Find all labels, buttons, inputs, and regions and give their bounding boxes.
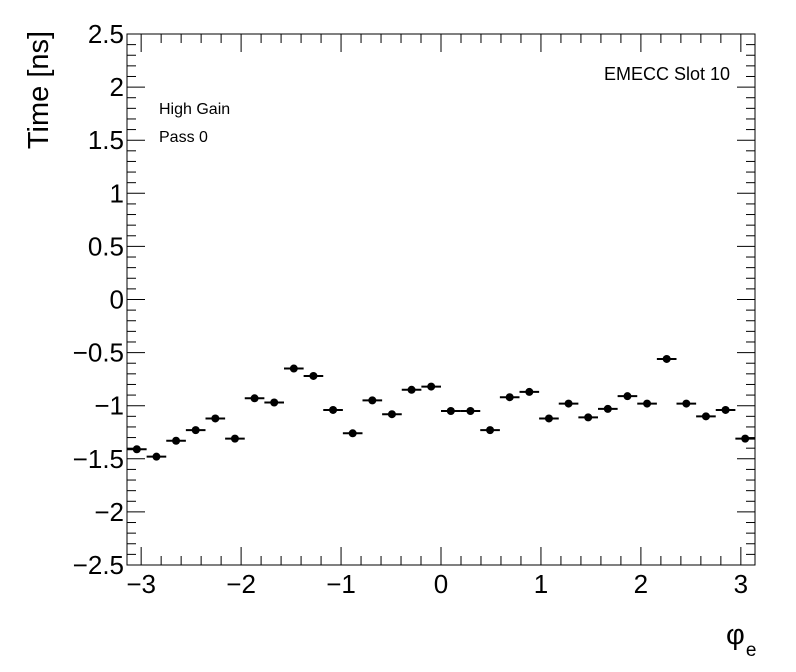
data-point [329, 405, 338, 414]
x-tick-label: 0 [434, 569, 448, 599]
data-point [701, 412, 710, 421]
data-point [525, 387, 534, 396]
data-point [466, 407, 475, 416]
data-point [564, 399, 573, 408]
y-tick-label: −2.5 [73, 550, 124, 580]
slot-annotation: EMECC Slot 10 [604, 64, 730, 84]
data-point [368, 396, 377, 405]
gain-annotation: High Gain [159, 101, 230, 118]
data-point [289, 364, 298, 373]
x-axis-title-main: φ [726, 619, 745, 651]
y-axis-title: Time [ns] [23, 31, 55, 149]
data-point [427, 382, 436, 391]
data-point [682, 399, 691, 408]
data-point [721, 405, 730, 414]
data-point [446, 407, 455, 416]
data-point [662, 354, 671, 363]
data-point [544, 414, 553, 423]
data-point [191, 426, 200, 435]
y-tick-label: 1 [110, 178, 124, 208]
data-point [486, 426, 495, 435]
data-series [127, 354, 755, 461]
y-tick-label: 1.5 [88, 125, 124, 155]
x-tick-label: 3 [734, 569, 748, 599]
data-point [172, 436, 181, 445]
y-tick-label: −1 [94, 391, 124, 421]
data-point [250, 394, 259, 403]
data-point [387, 410, 396, 419]
y-tick-label: 2 [110, 72, 124, 102]
data-point [211, 414, 220, 423]
data-point [132, 445, 141, 454]
data-point [270, 398, 279, 407]
data-point [348, 429, 357, 438]
y-tick-label: −1.5 [73, 444, 124, 474]
x-tick-label: −3 [126, 569, 156, 599]
tick-labels: −2.5 −2 −1.5 −1 −0.5 0 0.5 1 1.5 2 2.5 −3 −2 −1 0 1 2 3 [73, 19, 748, 599]
data-point [407, 385, 416, 394]
data-point [309, 371, 318, 380]
x-tick-label: −1 [326, 569, 356, 599]
x-tick-label: 2 [634, 569, 648, 599]
data-point [152, 452, 161, 461]
data-point [505, 393, 514, 402]
x-axis-title-subscript: e [746, 640, 757, 661]
x-tick-label: −2 [226, 569, 256, 599]
x-tick-label: 1 [534, 569, 548, 599]
y-tick-label: −2 [94, 497, 124, 527]
y-tick-label: −0.5 [73, 338, 124, 368]
axis-ticks [127, 33, 755, 566]
y-tick-label: 0.5 [88, 231, 124, 261]
data-point [623, 392, 632, 401]
data-point [584, 413, 593, 422]
y-tick-label: 0 [110, 285, 124, 315]
pass-annotation: Pass 0 [159, 129, 208, 146]
data-point [741, 434, 750, 443]
y-tick-label: 2.5 [88, 19, 124, 49]
data-point [230, 434, 239, 443]
data-point [643, 399, 652, 408]
data-point [603, 404, 612, 413]
x-axis-title: φe [726, 619, 756, 661]
